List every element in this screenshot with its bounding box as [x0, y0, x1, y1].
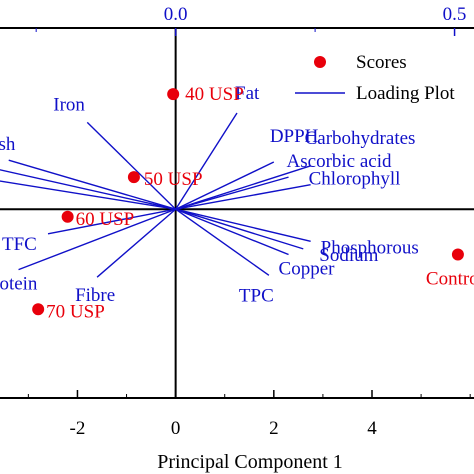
top-tick-label: 0.0	[164, 4, 188, 25]
loading-label: Fat	[235, 83, 260, 104]
top-tick-label: 0.5	[443, 4, 467, 25]
loading-vector-carbohydrates	[175, 165, 311, 210]
loading-vector-fibre	[96, 208, 177, 278]
bottom-tick-label: 4	[367, 418, 377, 439]
loading-vector-magnesium	[0, 169, 176, 210]
loading-label: Protein	[0, 274, 38, 295]
loading-vector-phosphorous	[175, 208, 311, 242]
loading-vector-tpc	[175, 208, 270, 276]
x-axis-title: Principal Component 1	[157, 451, 343, 473]
score-point	[167, 88, 180, 101]
loading-vector-ascorbic-acid	[175, 176, 289, 210]
score-label: 50 USP	[144, 169, 203, 190]
loading-vectors: IronFatAshMagnesiumCalciumDPPHCarbohydra…	[0, 83, 419, 306]
legend-scores-marker	[314, 56, 326, 68]
score-label: 60 USP	[76, 209, 135, 230]
score-point	[61, 210, 74, 223]
score-point	[32, 303, 45, 316]
score-point	[451, 248, 464, 261]
loading-label: Ascorbic acid	[287, 151, 392, 172]
loading-vector-tfc	[47, 208, 176, 235]
loading-label: Phosphorous	[321, 237, 419, 258]
loading-vector-iron	[86, 121, 177, 210]
loading-vector-dpph	[175, 161, 275, 210]
score-point	[127, 171, 140, 184]
plot-border	[0, 27, 474, 399]
bottom-tick-label: 0	[171, 418, 181, 439]
legend: Scores Loading Plot	[295, 52, 455, 104]
score-label: Control	[426, 269, 474, 290]
loading-label: Sodium	[319, 245, 378, 266]
legend-loading-label: Loading Plot	[356, 83, 455, 104]
loading-label: Ash	[0, 134, 16, 155]
loading-vector-chlorophyll	[175, 183, 311, 210]
loading-label: Chlorophyll	[309, 169, 401, 190]
loading-vector-protein	[18, 208, 176, 271]
loading-label: Carbohydrates	[305, 128, 416, 149]
bottom-tick-label: 2	[269, 418, 279, 439]
loading-vector-ash	[8, 159, 176, 210]
loading-label: Iron	[53, 94, 85, 115]
loading-vector-sodium	[175, 208, 304, 250]
bottom-tick-label: -2	[70, 418, 86, 439]
plot-frame	[0, 27, 474, 399]
score-points: 40 USP 50 USP 60 USP 70 USP Control	[32, 84, 474, 322]
legend-scores-label: Scores	[356, 52, 407, 73]
loading-vector-fat	[175, 112, 238, 210]
loading-label: Copper	[279, 259, 336, 280]
loading-vector-calcium	[0, 180, 176, 210]
score-label: 40 USP	[185, 84, 244, 105]
axes: -2 0 2 4 0.0 0.5	[27, 4, 471, 439]
loading-label: TFC	[2, 234, 37, 255]
loading-label: TPC	[239, 285, 274, 306]
loading-label: DPPH	[270, 126, 319, 147]
loading-label: Fibre	[75, 285, 115, 306]
score-label: 70 USP	[46, 301, 105, 322]
loading-vector-copper	[175, 208, 289, 256]
